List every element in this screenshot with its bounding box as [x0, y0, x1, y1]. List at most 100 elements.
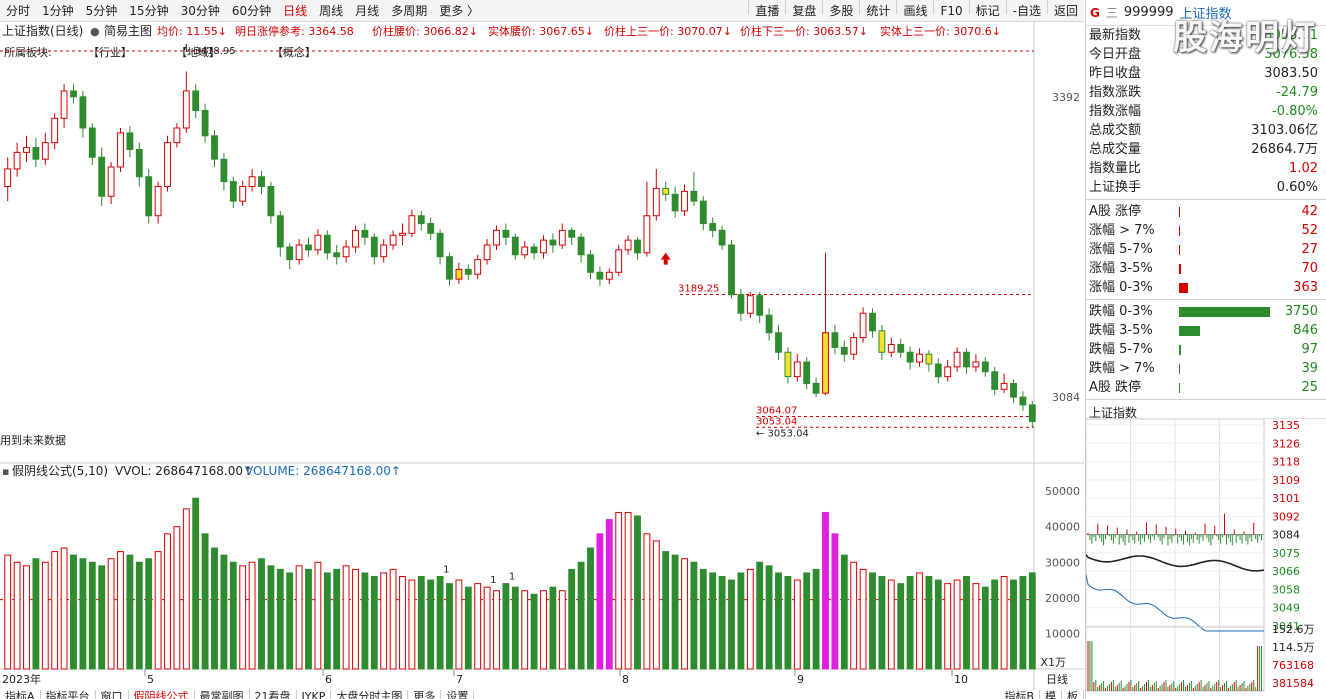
candle[interactable]	[681, 184, 688, 216]
candle[interactable]	[596, 266, 604, 286]
candle[interactable]	[643, 181, 651, 257]
candle[interactable]	[220, 153, 228, 191]
candle[interactable]	[323, 230, 331, 260]
candle[interactable]	[530, 243, 538, 260]
candle[interactable]	[41, 132, 49, 166]
candle[interactable]	[897, 338, 905, 359]
candle[interactable]	[276, 210, 284, 257]
candle[interactable]	[4, 157, 12, 202]
candle[interactable]	[577, 233, 585, 263]
candle[interactable]	[13, 142, 21, 177]
candle[interactable]	[624, 235, 632, 255]
candle[interactable]	[154, 181, 162, 224]
period-tab[interactable]: 月线	[355, 3, 380, 18]
period-tab[interactable]: 15分钟	[129, 3, 169, 18]
candle[interactable]	[192, 84, 200, 119]
candle[interactable]	[173, 123, 181, 148]
period-tab[interactable]: 分时	[6, 3, 31, 18]
candle[interactable]	[934, 358, 942, 384]
candle[interactable]	[634, 237, 641, 260]
indicator-tab[interactable]: 指标B	[999, 690, 1040, 699]
candle[interactable]	[248, 168, 256, 192]
candle[interactable]	[1000, 373, 1008, 394]
candle[interactable]	[239, 180, 247, 206]
candle[interactable]	[370, 233, 378, 265]
candle[interactable]	[540, 235, 547, 259]
candle[interactable]	[812, 377, 820, 398]
indicator-tab[interactable]: 指标A	[0, 690, 41, 699]
candle[interactable]	[822, 252, 829, 396]
candle[interactable]	[925, 350, 933, 372]
candle[interactable]	[427, 217, 435, 241]
candle[interactable]	[229, 176, 237, 208]
indicator-tab[interactable]: 窗口	[96, 690, 129, 699]
period-tab[interactable]: 更多 〉	[439, 3, 480, 18]
toolbar-button[interactable]: 画线	[903, 3, 928, 18]
candle[interactable]	[916, 348, 923, 367]
candle[interactable]	[737, 288, 745, 322]
candle[interactable]	[1028, 401, 1036, 428]
candle[interactable]	[389, 230, 397, 250]
candle[interactable]	[953, 347, 961, 372]
toolbar-button[interactable]: 统计	[866, 3, 891, 18]
candle[interactable]	[464, 264, 472, 281]
toolbar-button[interactable]: 多股	[829, 3, 854, 18]
candle[interactable]	[793, 354, 801, 382]
candle[interactable]	[352, 225, 359, 253]
candle[interactable]	[70, 84, 77, 104]
candle[interactable]	[417, 210, 425, 231]
indicator-tab[interactable]: 设置	[441, 690, 475, 699]
candle[interactable]	[117, 128, 124, 172]
candle[interactable]	[963, 348, 970, 374]
candle[interactable]	[718, 225, 726, 250]
candle[interactable]	[690, 171, 698, 206]
candle[interactable]	[98, 147, 106, 207]
indicator-tab[interactable]: JYKP	[297, 690, 332, 699]
candle[interactable]	[436, 229, 444, 265]
candle[interactable]	[831, 324, 839, 355]
candle[interactable]	[408, 209, 416, 238]
candle[interactable]	[840, 340, 848, 362]
candle[interactable]	[784, 347, 792, 384]
toolbar-button[interactable]: -自选	[1012, 3, 1041, 18]
candle[interactable]	[887, 337, 895, 358]
indicator-tab[interactable]: 大盘分时主图	[331, 690, 409, 699]
candle[interactable]	[135, 142, 143, 187]
candle[interactable]	[1010, 379, 1017, 403]
candle[interactable]	[474, 254, 482, 280]
candle[interactable]	[568, 227, 576, 245]
candle[interactable]	[182, 71, 190, 133]
candle[interactable]	[295, 239, 303, 265]
toolbar-button[interactable]: 复盘	[792, 3, 817, 18]
period-tab[interactable]: 5分钟	[85, 3, 118, 18]
candle[interactable]	[1019, 391, 1027, 411]
period-tab[interactable]: 周线	[319, 3, 344, 18]
indicator-tab[interactable]: 假阴线公式	[129, 690, 195, 699]
candle[interactable]	[587, 249, 594, 280]
g-icon[interactable]: G	[1090, 5, 1100, 20]
candle[interactable]	[51, 113, 59, 150]
candle[interactable]	[483, 239, 491, 265]
candle[interactable]	[775, 324, 782, 361]
candle[interactable]	[944, 360, 952, 382]
candle[interactable]	[699, 196, 707, 231]
candle[interactable]	[756, 291, 764, 323]
candle[interactable]	[605, 268, 613, 284]
candle[interactable]	[493, 225, 500, 250]
candle[interactable]	[314, 229, 322, 255]
candle[interactable]	[333, 245, 341, 265]
period-tab[interactable]: 1分钟	[42, 3, 74, 18]
toolbar-button[interactable]: 返回	[1053, 3, 1078, 18]
candle[interactable]	[446, 252, 453, 286]
candle[interactable]	[728, 240, 735, 299]
candle[interactable]	[211, 129, 218, 167]
candle[interactable]	[972, 354, 980, 372]
indicator-tab[interactable]: 模	[1040, 690, 1062, 699]
candle[interactable]	[906, 346, 914, 370]
candle[interactable]	[201, 103, 209, 143]
indicator-tab[interactable]: 指标平台	[41, 690, 96, 699]
candle[interactable]	[511, 233, 519, 260]
candle[interactable]	[850, 332, 858, 361]
candle[interactable]	[671, 186, 679, 218]
candle[interactable]	[60, 84, 68, 128]
